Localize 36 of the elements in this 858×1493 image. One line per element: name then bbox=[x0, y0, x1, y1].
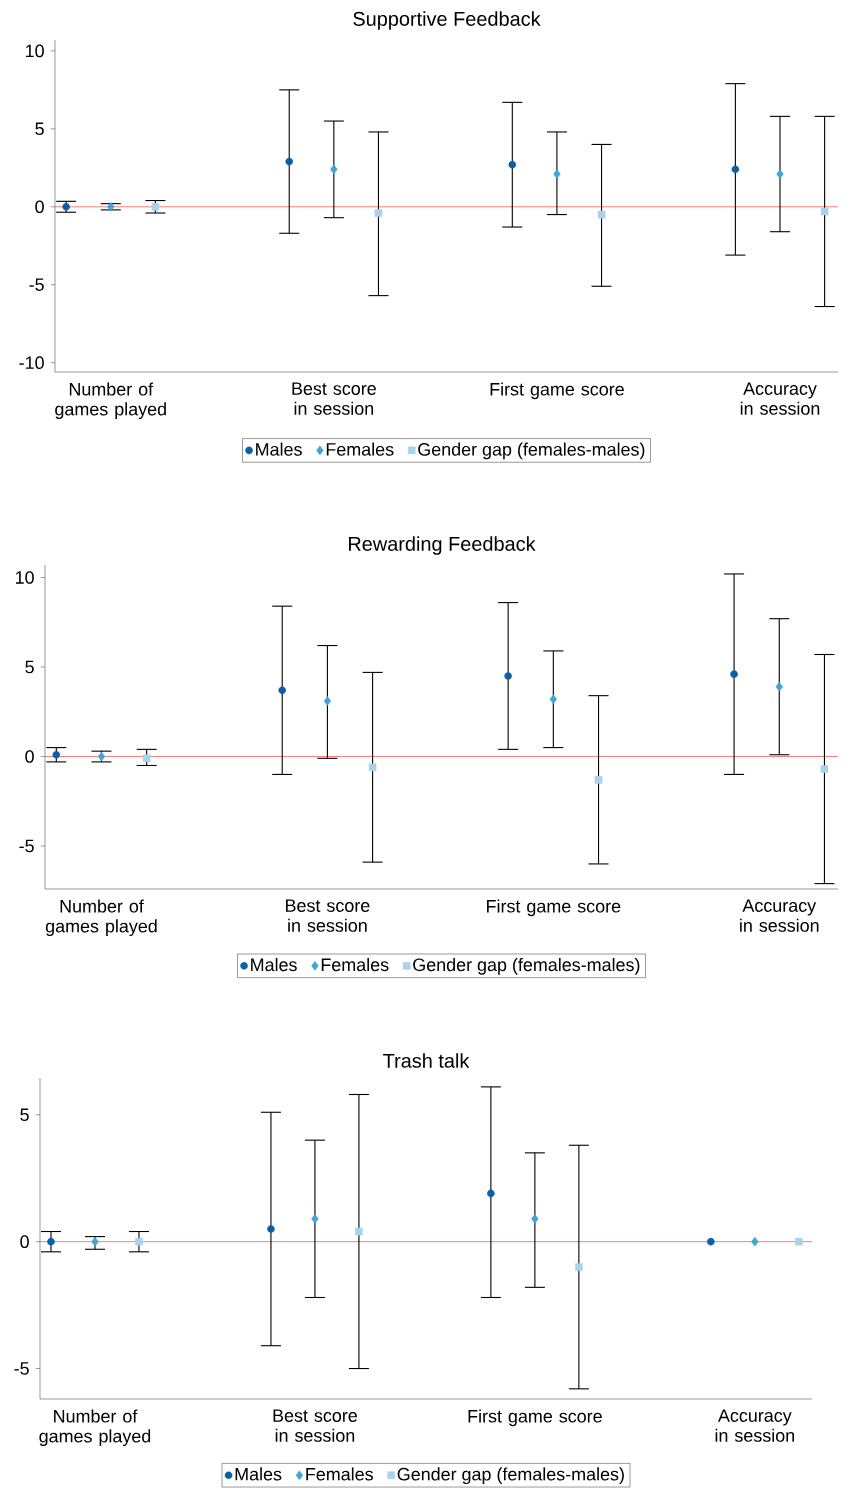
y-tick-label: 0 bbox=[20, 1235, 29, 1249]
y-tick-label: -5 bbox=[29, 278, 44, 291]
chart-title: Supportive Feedback bbox=[353, 11, 541, 30]
y-tick-label: 5 bbox=[25, 660, 34, 674]
chart-title: Rewarding Feedback bbox=[348, 536, 536, 555]
y-tick-label: 5 bbox=[35, 122, 44, 136]
y-tick-label: 0 bbox=[25, 750, 34, 763]
chart-title: Trash talk bbox=[382, 1053, 470, 1068]
x-tick-label: Number of games played bbox=[54, 382, 166, 420]
y-tick-label: 10 bbox=[15, 571, 34, 584]
legend-label: Gender gap (females-males) bbox=[412, 957, 640, 975]
y-tick-label: 0 bbox=[35, 200, 44, 214]
y-tick-label: 10 bbox=[25, 44, 44, 58]
x-tick-label: Accuracy in session bbox=[739, 899, 819, 932]
legend-label: Females bbox=[326, 442, 394, 456]
x-tick-label: Number of games played bbox=[39, 1409, 150, 1447]
y-tick-label: -5 bbox=[19, 839, 34, 853]
legend-label: Females bbox=[321, 957, 389, 972]
y-tick-label: -10 bbox=[19, 356, 44, 369]
legend-label: Males bbox=[255, 442, 302, 456]
y-tick-label: 5 bbox=[20, 1108, 29, 1122]
x-tick-label: Number of games played bbox=[45, 899, 157, 937]
legend-label: Gender gap (females-males) bbox=[397, 1467, 624, 1485]
legend-label: Gender gap (females-males) bbox=[417, 442, 645, 460]
y-tick-label: -5 bbox=[14, 1362, 29, 1375]
x-tick-label: Accuracy in session bbox=[715, 1409, 794, 1442]
x-tick-label: First game score bbox=[490, 382, 624, 400]
x-tick-label: Accuracy in session bbox=[740, 382, 819, 415]
x-tick-label: Best score in session bbox=[273, 1409, 357, 1442]
legend-label: Females bbox=[306, 1467, 373, 1481]
x-tick-label: First game score bbox=[468, 1409, 602, 1427]
legend-label: Males bbox=[250, 957, 297, 972]
x-tick-label: Best score in session bbox=[285, 899, 370, 932]
x-tick-label: Best score in session bbox=[292, 382, 376, 415]
legend-label: Males bbox=[235, 1467, 282, 1481]
x-tick-label: First game score bbox=[486, 899, 621, 917]
